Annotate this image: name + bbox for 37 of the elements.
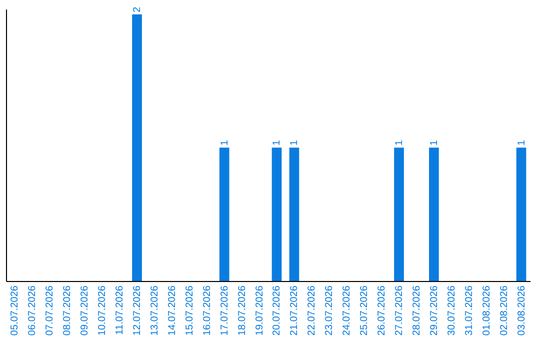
x-tick-label: 24.07.2026 — [342, 285, 353, 336]
x-tick-label: 19.07.2026 — [254, 285, 266, 336]
x-tick-label: 26.07.2026 — [376, 285, 388, 336]
x-tick-label: 20.07.2026 — [272, 285, 283, 336]
x-tick-label: 13.07.2026 — [149, 285, 160, 336]
x-tick-label: 12.07.2026 — [132, 285, 143, 336]
x-tick-label: 02.08.2026 — [498, 285, 510, 336]
data-label: 1 — [272, 140, 283, 146]
data-label: 1 — [394, 140, 405, 146]
x-tick-label: 30.07.2026 — [446, 285, 458, 336]
x-tick-label: 07.07.2026 — [44, 285, 56, 336]
x-tick-label: 23.07.2026 — [324, 285, 336, 336]
x-tick-label: 05.07.2026 — [10, 285, 21, 336]
x-tick-label: 25.07.2026 — [359, 285, 370, 336]
data-label: 1 — [516, 140, 528, 146]
x-tick-label: 11.07.2026 — [114, 285, 126, 335]
x-tick-label: 10.07.2026 — [97, 285, 108, 336]
data-label: 1 — [428, 140, 440, 146]
x-tick-label: 15.07.2026 — [184, 285, 196, 336]
data-label: 2 — [132, 6, 143, 12]
x-tick-label: 03.08.2026 — [516, 285, 528, 336]
x-tick-label: 06.07.2026 — [27, 285, 38, 336]
x-tick-label: 27.07.2026 — [394, 285, 405, 336]
x-tick-label: 28.07.2026 — [411, 285, 422, 336]
x-tick-label: 21.07.2026 — [289, 285, 300, 336]
x-tick-label: 22.07.2026 — [306, 285, 318, 336]
data-label: 1 — [289, 140, 300, 146]
data-label: 1 — [219, 140, 230, 146]
x-tick-label: 17.07.2026 — [219, 285, 230, 336]
x-tick-label: 31.07.2026 — [464, 285, 475, 336]
x-tick-label: 08.07.2026 — [62, 285, 74, 336]
x-tick-label: 16.07.2026 — [202, 285, 213, 336]
x-tick-label: 14.07.2026 — [166, 285, 178, 336]
x-tick-label: 18.07.2026 — [236, 285, 248, 336]
x-tick-label: 01.08.2026 — [481, 285, 492, 336]
x-tick-label: 29.07.2026 — [428, 285, 440, 336]
x-tick-label: 09.07.2026 — [80, 285, 91, 336]
